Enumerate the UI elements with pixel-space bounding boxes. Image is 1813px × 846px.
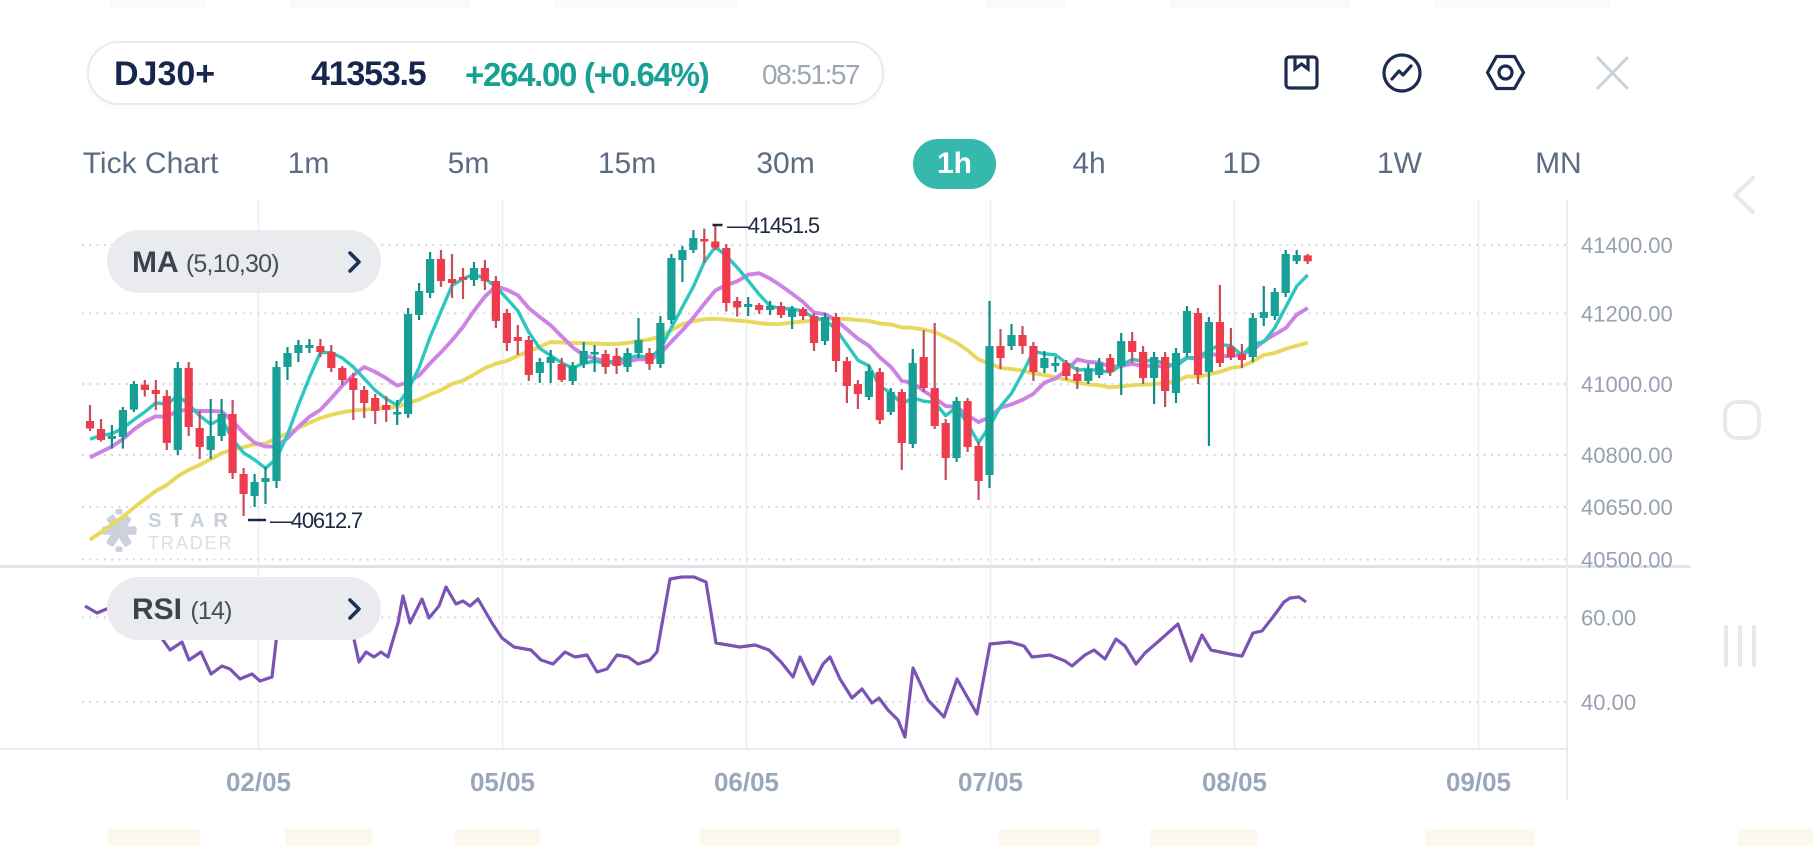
svg-text:05/05: 05/05 [470,767,535,797]
svg-text:06/05: 06/05 [714,767,779,797]
svg-text:41000.00: 41000.00 [1581,372,1673,397]
svg-text:40800.00: 40800.00 [1581,443,1673,468]
svg-text:40500.00: 40500.00 [1581,548,1673,573]
svg-text:—40612.7: —40612.7 [270,508,363,533]
svg-text:TRADER: TRADER [148,533,233,553]
svg-text:60.00: 60.00 [1581,606,1636,631]
svg-text:STAR: STAR [148,510,237,532]
svg-text:41200.00: 41200.00 [1581,302,1673,327]
svg-text:02/05: 02/05 [226,767,291,797]
svg-text:08/05: 08/05 [1202,767,1267,797]
svg-text:40650.00: 40650.00 [1581,495,1673,520]
svg-text:40.00: 40.00 [1581,690,1636,715]
svg-text:09/05: 09/05 [1446,767,1511,797]
svg-text:—41451.5: —41451.5 [727,213,820,238]
svg-text:41400.00: 41400.00 [1581,233,1673,258]
svg-text:07/05: 07/05 [958,767,1023,797]
